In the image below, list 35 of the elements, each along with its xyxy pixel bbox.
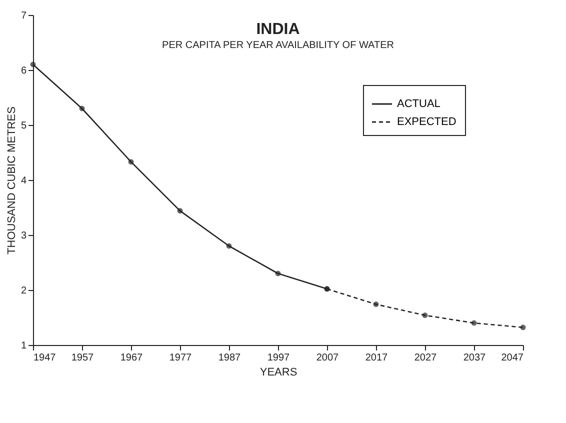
point [275, 270, 281, 276]
x-tick-label: 2047 [501, 352, 524, 364]
y-tick-label: 1 [20, 340, 27, 352]
point [30, 62, 36, 68]
x-tick-label: 2027 [414, 352, 438, 364]
point [226, 243, 232, 249]
legend-label: EXPECTED [397, 116, 456, 128]
x-tick-label: 1967 [120, 352, 144, 364]
y-tick-label: 5 [20, 120, 27, 132]
y-tick-label: 4 [20, 176, 27, 186]
point [422, 312, 428, 318]
point [520, 324, 526, 330]
x-tick-label: 1977 [169, 352, 192, 364]
text: PER CAPITA PER YEAR AVAILABILITY OF WATER [162, 40, 394, 51]
x-tick-label: 1997 [267, 352, 290, 364]
x-tick-label: 2037 [463, 352, 486, 364]
point [373, 302, 379, 308]
x-tick-label: 2007 [316, 352, 340, 364]
legend-label: ACTUAL [397, 98, 440, 110]
x-tick-label: 1947 [34, 352, 56, 364]
chart-title: INDIA [256, 21, 300, 38]
x-tick-label: 2017 [365, 352, 388, 364]
x-tick-label: 1957 [71, 352, 94, 364]
y-tick-label: 7 [20, 10, 27, 22]
y-tick-label: 2 [20, 286, 27, 296]
point [128, 159, 134, 165]
x-axis-title: YEARS [260, 366, 298, 378]
x-tick-label: 1987 [218, 352, 242, 364]
point [177, 208, 183, 214]
point [79, 106, 85, 112]
y-tick-label: 3 [20, 230, 27, 242]
point [324, 286, 330, 292]
y-tick-label: 6 [20, 66, 27, 76]
y-axis-title: THOUSAND CUBIC METRES [6, 106, 18, 254]
point [471, 320, 477, 326]
